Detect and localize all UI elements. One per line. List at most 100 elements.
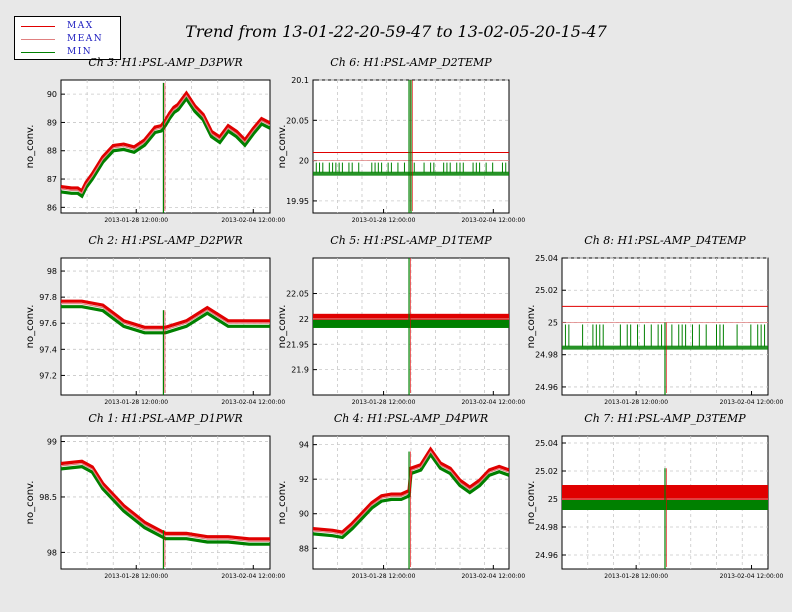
y-axis-label: no_conv.	[526, 305, 537, 349]
y-tick-label: 21.95	[286, 340, 309, 349]
x-tick-label: 2013-01-28 12:00:00	[352, 573, 416, 580]
legend-item-mean: MEAN	[21, 33, 121, 45]
x-tick-label: 2013-01-28 12:00:00	[352, 399, 416, 406]
series-max-line	[313, 446, 509, 534]
plot-data	[562, 468, 768, 569]
chart-title: Ch 3: H1:PSL-AMP_D3PWR	[88, 56, 242, 69]
series-max-line	[61, 90, 270, 194]
x-tick-label: 2013-01-28 12:00:00	[352, 217, 416, 224]
x-tick-label: 2013-02-04 12:00:00	[461, 399, 525, 406]
chart-panel-5: Ch 8: H1:PSL-AMP_D4TEMP no_conv. 24.96 24.9…	[526, 234, 784, 406]
chart-title: Ch 8: H1:PSL-AMP_D4TEMP	[584, 234, 746, 247]
y-tick-label: 98	[47, 267, 57, 276]
y-tick-label: 87	[47, 175, 57, 184]
plot-data	[313, 258, 509, 395]
y-axis-label: no_conv.	[277, 481, 288, 525]
y-tick-label: 19.95	[286, 197, 309, 206]
x-tick-label: 2013-02-04 12:00:00	[461, 217, 525, 224]
x-tick-label: 2013-01-28 12:00:00	[104, 573, 168, 580]
y-tick-label: 88	[47, 147, 57, 156]
y-tick-label: 89	[47, 118, 57, 127]
y-tick-label: 20	[299, 157, 309, 166]
legend-item-min: MIN	[21, 46, 121, 58]
series-min-line	[61, 305, 270, 335]
y-tick-label: 24.98	[535, 351, 558, 360]
legend-swatch-max	[21, 26, 55, 27]
band-min	[313, 319, 509, 328]
y-tick-label: 22	[299, 315, 309, 324]
chart-panel-8: Ch 7: H1:PSL-AMP_D3TEMP no_conv. 24.96 24.9…	[526, 412, 784, 580]
y-axis-label: no_conv.	[277, 125, 288, 169]
series-mean-line	[61, 303, 270, 331]
y-tick-label: 20.05	[286, 116, 309, 125]
x-tick-label: 2013-01-28 12:00:00	[104, 399, 168, 406]
series-max-line	[61, 459, 270, 541]
legend: MAX MEAN MIN	[14, 16, 121, 60]
series-mean-line	[313, 450, 509, 536]
y-axis-label: no_conv.	[25, 305, 36, 349]
y-tick-label: 21.9	[291, 366, 309, 375]
plot-data	[562, 305, 768, 395]
legend-item-max: MAX	[21, 20, 121, 32]
y-tick-label: 25.02	[535, 286, 558, 295]
y-tick-label: 24.98	[535, 523, 558, 532]
x-tick-label: 2013-01-28 12:00:00	[104, 217, 168, 224]
x-tick-label: 2013-01-28 12:00:00	[604, 399, 668, 406]
y-tick-label: 20.1	[291, 76, 309, 85]
y-axis-label: no_conv.	[526, 481, 537, 525]
y-tick-label: 25.02	[535, 467, 558, 476]
x-tick-label: 2013-02-04 12:00:00	[221, 573, 285, 580]
y-tick-label: 90	[47, 90, 57, 99]
y-axis-label: no_conv.	[277, 305, 288, 349]
series-max-line	[61, 299, 270, 329]
plot-data	[61, 82, 270, 213]
band-max	[313, 313, 509, 322]
x-tick-label: 2013-01-28 12:00:00	[604, 573, 668, 580]
y-tick-label: 86	[47, 203, 57, 212]
y-tick-label: 25	[548, 495, 558, 504]
y-axis-label: no_conv.	[25, 481, 36, 525]
plot-data	[61, 459, 270, 569]
y-tick-label: 90	[299, 510, 309, 519]
legend-label-max: MAX	[67, 21, 94, 31]
chart-title: Ch 2: H1:PSL-AMP_D2PWR	[88, 234, 242, 247]
chart-title: Ch 1: H1:PSL-AMP_D1PWR	[88, 412, 242, 425]
chart-title: Ch 5: H1:PSL-AMP_D1TEMP	[330, 234, 492, 247]
series-mean-line	[61, 94, 270, 195]
chart-panel-3: Ch 2: H1:PSL-AMP_D2PWR no_conv. 97.2 97.4 97…	[25, 234, 285, 406]
plot-data	[61, 299, 270, 395]
y-tick-label: 98	[47, 548, 57, 557]
chart-panel-4: Ch 5: H1:PSL-AMP_D1TEMP no_conv. 21.9 21.95…	[277, 234, 525, 406]
y-tick-label: 88	[299, 544, 309, 553]
chart-panel-6: Ch 1: H1:PSL-AMP_D1PWR no_conv. 98 98.5 99 20…	[25, 412, 285, 580]
y-tick-label: 94	[299, 441, 309, 450]
y-tick-label: 25	[548, 318, 558, 327]
y-tick-label: 97.4	[39, 345, 57, 354]
y-tick-label: 97.6	[39, 319, 57, 328]
x-tick-label: 2013-02-04 12:00:00	[221, 217, 285, 224]
legend-label-min: MIN	[67, 47, 93, 57]
series-min-line	[61, 464, 270, 546]
y-tick-label: 97.2	[39, 371, 57, 380]
chart-title: Ch 6: H1:PSL-AMP_D2TEMP	[330, 56, 492, 69]
plot-data	[313, 80, 509, 213]
chart-title: Ch 4: H1:PSL-AMP_D4PWR	[334, 412, 488, 425]
y-tick-label: 98.5	[39, 493, 57, 502]
y-tick-label: 25.04	[535, 439, 558, 448]
plot-data	[313, 446, 509, 569]
x-tick-label: 2013-02-04 12:00:00	[221, 399, 285, 406]
y-tick-label: 24.96	[535, 551, 558, 560]
legend-swatch-mean	[21, 39, 55, 40]
legend-label-mean: MEAN	[67, 34, 104, 44]
y-tick-label: 25.04	[535, 254, 558, 263]
y-tick-label: 99	[47, 438, 57, 447]
y-tick-label: 92	[299, 475, 309, 484]
y-axis-label: no_conv.	[25, 125, 36, 169]
x-tick-label: 2013-02-04 12:00:00	[461, 573, 525, 580]
page-title: Trend from 13-01-22-20-59-47 to 13-02-05…	[185, 22, 607, 41]
legend-swatch-min	[21, 52, 55, 53]
y-tick-label: 24.96	[535, 383, 558, 392]
y-tick-label: 22.05	[286, 290, 309, 299]
x-tick-label: 2013-02-04 12:00:00	[720, 573, 784, 580]
